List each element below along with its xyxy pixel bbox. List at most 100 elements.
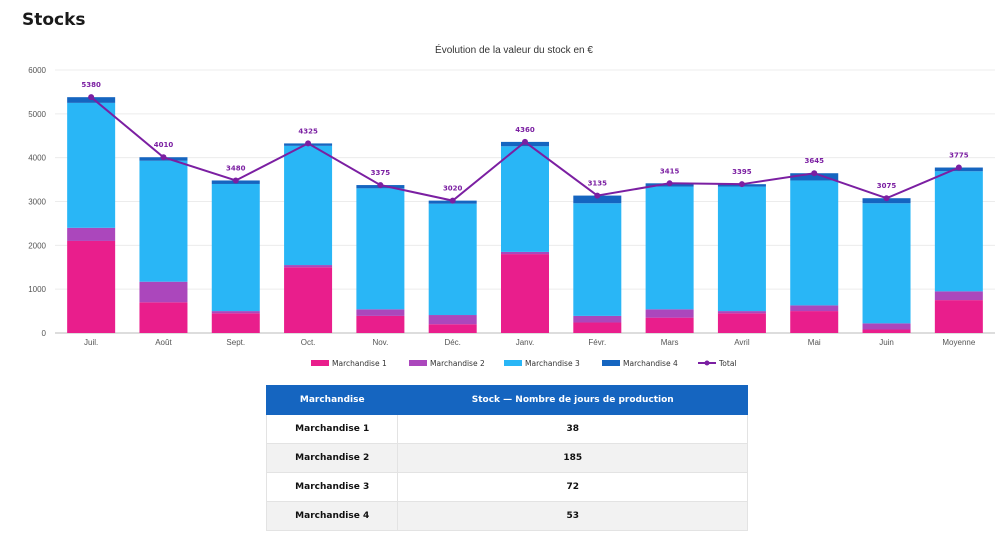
bar-segment-1	[645, 317, 694, 333]
bar-segment-1	[211, 313, 260, 333]
table-row: Marchandise 2 185	[265, 443, 748, 473]
y-tick-label: 6000	[28, 66, 46, 75]
bar-segment-1	[573, 322, 622, 333]
y-tick-label: 1000	[28, 285, 46, 294]
bar-segment-1	[934, 300, 983, 333]
chart-title: Évolution de la valeur du stock en €	[435, 43, 593, 56]
row-value: 185	[397, 443, 748, 473]
bar-segment-1	[139, 302, 188, 333]
x-tick-label: Oct.	[301, 338, 316, 347]
table-row: Marchandise 1 38	[265, 414, 748, 444]
bar-segment-2	[717, 311, 766, 314]
bar-segment-3	[211, 183, 260, 312]
table-header-row: Marchandise Stock — Nombre de jours de p…	[265, 385, 748, 415]
legend-swatch	[504, 360, 522, 366]
data-label: 4360	[515, 126, 535, 134]
data-label: 3775	[949, 152, 969, 160]
page-title: Stocks	[22, 10, 86, 30]
x-tick-label: Avril	[734, 338, 750, 347]
bar-segment-2	[790, 305, 839, 312]
bar-segment-3	[934, 171, 983, 292]
row-name: Marchandise 4	[265, 501, 399, 531]
bar-segment-2	[284, 265, 333, 268]
total-point	[738, 181, 745, 188]
bar-segment-4	[573, 195, 622, 204]
data-label: 5380	[81, 81, 101, 89]
bar-segment-1	[428, 324, 477, 333]
x-tick-label: Déc.	[444, 338, 460, 347]
legend-marker-total	[704, 360, 710, 366]
bar-segment-2	[645, 309, 694, 318]
y-tick-label: 4000	[28, 154, 46, 163]
bar-segment-3	[67, 102, 116, 228]
bar-segment-3	[356, 188, 405, 310]
total-point	[305, 140, 312, 147]
bar-segment-2	[862, 323, 911, 330]
table-row: Marchandise 4 53	[265, 501, 748, 531]
total-point	[883, 195, 890, 202]
data-label: 3075	[877, 182, 897, 190]
bar-segment-2	[211, 311, 260, 314]
data-label: 3395	[732, 168, 752, 176]
legend-label: Marchandise 2	[430, 359, 485, 368]
bar-segment-1	[790, 311, 839, 333]
bar-segment-3	[790, 180, 839, 306]
bar-segment-1	[67, 240, 116, 333]
row-name: Marchandise 3	[265, 472, 399, 502]
legend-swatch	[409, 360, 427, 366]
row-value: 72	[397, 472, 748, 502]
x-tick-label: Mai	[808, 338, 821, 347]
x-tick-label: Moyenne	[942, 338, 975, 347]
bar-segment-2	[428, 315, 477, 325]
stock-days-table: Marchandise Stock — Nombre de jours de p…	[265, 385, 748, 531]
data-label: 3375	[371, 169, 391, 177]
row-value: 53	[397, 501, 748, 531]
bar-segment-1	[717, 313, 766, 333]
data-label: 3020	[443, 185, 463, 193]
x-tick-label: Juin	[879, 338, 894, 347]
bar-segment-3	[284, 145, 333, 266]
bar-segment-1	[501, 254, 549, 333]
data-label: 3135	[588, 180, 608, 188]
total-point	[88, 94, 95, 101]
total-point	[449, 197, 456, 204]
x-tick-label: Mars	[661, 338, 679, 347]
data-label: 3645	[804, 157, 824, 165]
legend-swatch	[311, 360, 329, 366]
total-point	[377, 182, 384, 189]
legend-label: Marchandise 1	[332, 359, 387, 368]
bar-segment-3	[428, 203, 477, 316]
stock-chart: Évolution de la valeur du stock en € 0 100…	[28, 43, 995, 368]
y-tick-label: 5000	[28, 110, 46, 119]
data-label: 4325	[298, 127, 318, 135]
x-tick-label: Févr.	[588, 338, 606, 347]
bar-segment-3	[573, 203, 622, 316]
legend-label: Total	[718, 359, 737, 368]
y-tick-label: 3000	[28, 198, 46, 207]
bar-segment-1	[862, 329, 911, 333]
y-tick-label: 0	[42, 329, 47, 338]
bar-segment-3	[501, 146, 549, 252]
bar-segment-1	[356, 315, 405, 333]
data-label: 4010	[154, 141, 174, 149]
total-point	[160, 154, 167, 161]
y-tick-label: 2000	[28, 241, 46, 250]
bar-segment-1	[284, 267, 333, 333]
legend-swatch	[602, 360, 620, 366]
header-marchandise: Marchandise	[265, 385, 399, 415]
legend-label: Marchandise 4	[623, 359, 678, 368]
bar-segment-2	[501, 251, 549, 255]
bar-segment-2	[67, 227, 116, 241]
total-point	[811, 170, 818, 177]
row-name: Marchandise 1	[265, 414, 399, 444]
row-value: 38	[397, 414, 748, 444]
bar-segment-4	[790, 173, 839, 181]
total-point	[666, 180, 673, 187]
bar-segment-3	[645, 186, 694, 310]
bar-segment-3	[139, 160, 188, 282]
data-label: 3480	[226, 164, 246, 172]
bar-segment-3	[717, 186, 766, 312]
row-name: Marchandise 2	[265, 443, 399, 473]
total-point	[522, 138, 528, 145]
x-tick-label: Nov.	[372, 338, 388, 347]
